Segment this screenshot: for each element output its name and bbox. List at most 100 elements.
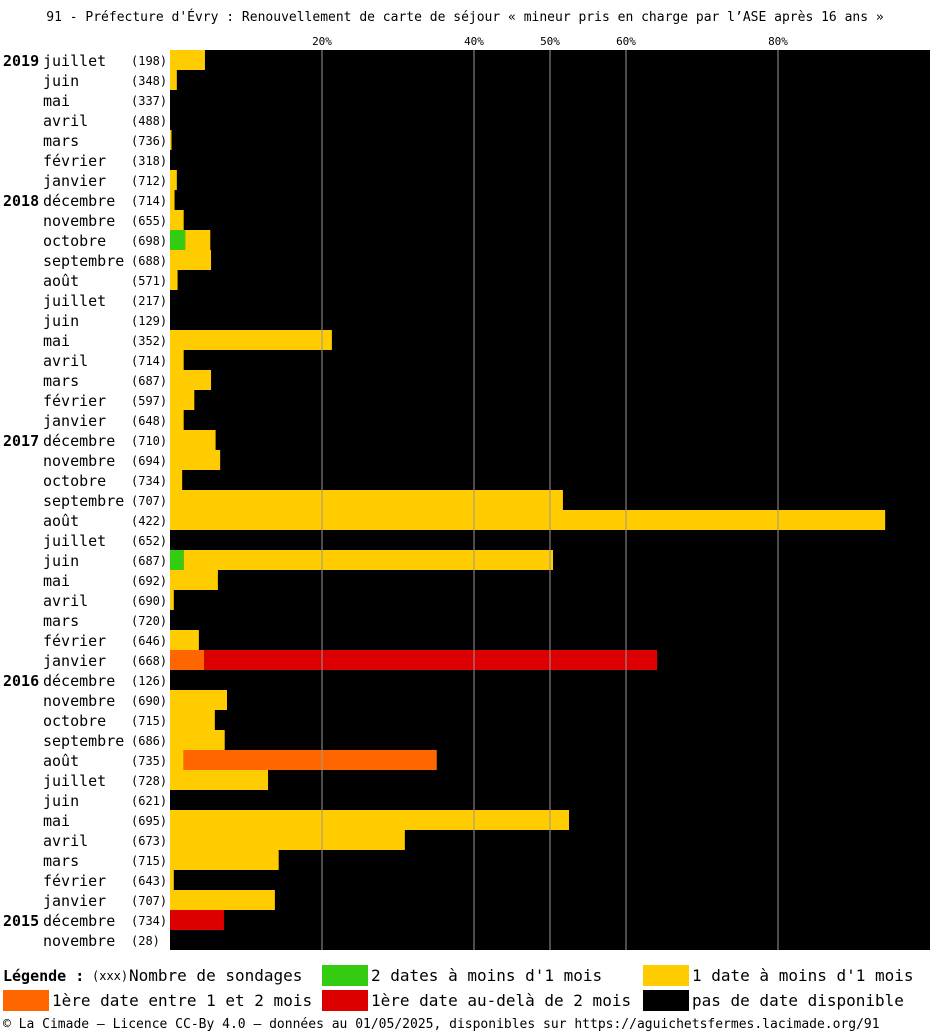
count-label: (736)	[131, 134, 167, 148]
bar-segment-one_date_lt_1m	[170, 130, 172, 150]
bar-segment-first_gt_2m	[204, 650, 658, 670]
bar-segment-one_date_lt_1m	[170, 50, 205, 70]
month-label: mars	[43, 612, 79, 630]
legend-label-black: pas de date disponible	[692, 991, 904, 1010]
bar-segment-two_dates_lt_1m	[170, 230, 186, 250]
month-label: juin	[43, 792, 79, 810]
count-label: (710)	[131, 434, 167, 448]
month-label: juin	[43, 72, 79, 90]
bar-segment-one_date_lt_1m	[170, 630, 199, 650]
month-label: mai	[43, 92, 70, 110]
legend: Légende : (xxx) Nombre de sondages 2 dat…	[0, 962, 930, 1014]
x-tick-label: 40%	[464, 35, 484, 48]
month-label: juillet	[43, 292, 106, 310]
count-label: (571)	[131, 274, 167, 288]
count-label: (648)	[131, 414, 167, 428]
x-tick-label: 20%	[312, 35, 332, 48]
month-label: novembre	[43, 932, 115, 950]
bar-segment-one_date_lt_1m	[170, 810, 569, 830]
count-label: (643)	[131, 874, 167, 888]
legend-swatch-orange	[3, 990, 49, 1011]
count-label: (734)	[131, 914, 167, 928]
month-label: juillet	[43, 772, 106, 790]
count-label: (621)	[131, 794, 167, 808]
bar-segment-one_date_lt_1m	[170, 390, 195, 410]
month-label: novembre	[43, 692, 115, 710]
bar-segment-one_date_lt_1m	[170, 870, 174, 890]
count-label: (734)	[131, 474, 167, 488]
year-label: 2017	[3, 432, 39, 450]
count-label: (728)	[131, 774, 167, 788]
month-label: juin	[43, 312, 79, 330]
bar-segment-first_1_2m	[170, 650, 205, 670]
count-label: (707)	[131, 894, 167, 908]
count-label: (690)	[131, 594, 167, 608]
bar-segment-one_date_lt_1m	[170, 270, 178, 290]
count-label: (735)	[131, 754, 167, 768]
month-label: juillet	[43, 532, 106, 550]
legend-label-green: 2 dates à moins d'1 mois	[371, 966, 603, 985]
count-label: (695)	[131, 814, 167, 828]
month-label: décembre	[43, 672, 115, 690]
year-label: 2015	[3, 912, 39, 930]
legend-label-red: 1ère date au-delà de 2 mois	[371, 991, 632, 1010]
legend-swatch-green	[322, 965, 368, 986]
x-tick-label: 80%	[768, 35, 788, 48]
legend-swatch-red	[322, 990, 368, 1011]
month-label: octobre	[43, 472, 106, 490]
bar-segment-one_date_lt_1m	[170, 210, 184, 230]
month-label: février	[43, 872, 106, 890]
month-label: avril	[43, 832, 88, 850]
bar-segment-one_date_lt_1m	[170, 470, 183, 490]
bar-segment-one_date_lt_1m	[170, 730, 225, 750]
legend-swatch-black	[643, 990, 689, 1011]
x-tick-label: 50%	[540, 35, 560, 48]
month-label: mai	[43, 572, 70, 590]
bar-segment-one_date_lt_1m	[183, 550, 554, 570]
month-label: avril	[43, 352, 88, 370]
count-label: (668)	[131, 654, 167, 668]
month-label: novembre	[43, 212, 115, 230]
footer-credit: © La Cimade – Licence CC-By 4.0 – donnée…	[3, 1017, 880, 1032]
count-label: (126)	[131, 674, 167, 688]
count-label: (715)	[131, 854, 167, 868]
count-label: (686)	[131, 734, 167, 748]
bar-segment-one_date_lt_1m	[170, 850, 279, 870]
x-tick-label: 60%	[616, 35, 636, 48]
month-label: février	[43, 152, 106, 170]
count-label: (694)	[131, 454, 167, 468]
month-label: décembre	[43, 432, 115, 450]
bar-segment-one_date_lt_1m	[185, 230, 211, 250]
count-label: (217)	[131, 294, 167, 308]
legend-count-label: Nombre de sondages	[129, 966, 303, 985]
month-label: décembre	[43, 912, 115, 930]
month-label: février	[43, 632, 106, 650]
legend-label-yellow: 1 date à moins d'1 mois	[692, 966, 914, 985]
legend-count-marker: (xxx)	[92, 969, 129, 983]
count-label: (692)	[131, 574, 167, 588]
bar-segment-one_date_lt_1m	[170, 490, 563, 510]
bar-segment-one_date_lt_1m	[170, 450, 221, 470]
count-label: (690)	[131, 694, 167, 708]
bar-segment-one_date_lt_1m	[170, 590, 174, 610]
month-label: août	[43, 512, 79, 530]
month-label: décembre	[43, 192, 115, 210]
count-label: (348)	[131, 74, 167, 88]
month-label: janvier	[43, 412, 106, 430]
count-label: (337)	[131, 94, 167, 108]
month-label: août	[43, 752, 79, 770]
count-label: (655)	[131, 214, 167, 228]
bar-segment-first_1_2m	[183, 750, 437, 770]
count-label: (712)	[131, 174, 167, 188]
year-label: 2016	[3, 672, 39, 690]
count-label: (687)	[131, 554, 167, 568]
count-label: (673)	[131, 834, 167, 848]
legend-title: Légende :	[3, 967, 85, 985]
count-label: (688)	[131, 254, 167, 268]
month-label: avril	[43, 112, 88, 130]
count-label: (720)	[131, 614, 167, 628]
bar-segment-one_date_lt_1m	[170, 750, 184, 770]
bar-segment-one_date_lt_1m	[170, 70, 177, 90]
count-label: (652)	[131, 534, 167, 548]
month-label: juillet	[43, 52, 106, 70]
